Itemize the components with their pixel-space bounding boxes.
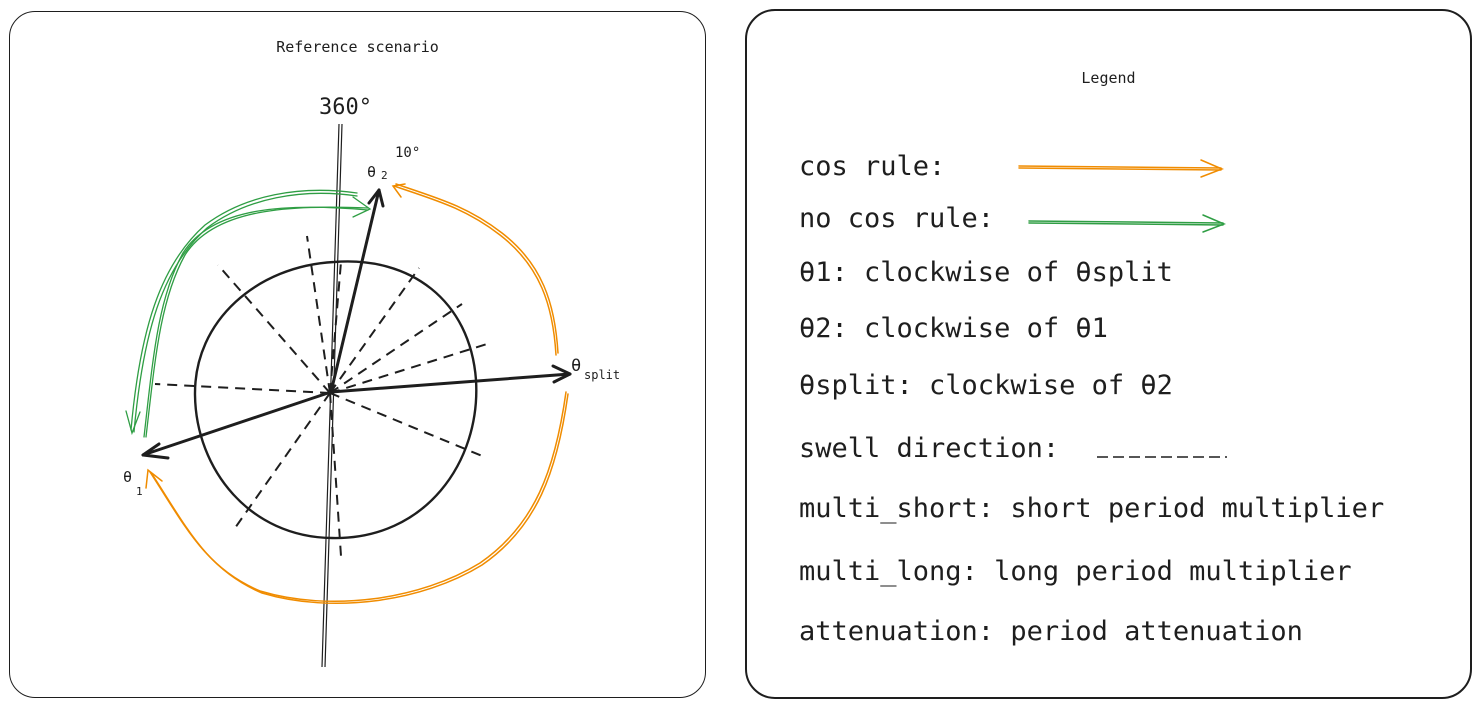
- orange-arrow-split-to-theta2: [391, 183, 559, 356]
- legend-panel: Legend cos rule: no cos rule: θ1: clockw…: [745, 9, 1472, 699]
- theta1-subscript: 1: [136, 485, 143, 498]
- reference-scenario-panel: Reference scenario: [9, 11, 706, 698]
- legend-item-swell-direction: swell direction:: [799, 433, 1060, 464]
- swell-line-sw: [234, 392, 331, 529]
- theta-split-subscript: split: [584, 368, 620, 382]
- compass-circle: [193, 260, 478, 540]
- swell-line-ene: [329, 343, 488, 394]
- swell-line-nnw: [306, 235, 331, 394]
- legend-item-multi-short: multi_short: short period multiplier: [799, 493, 1385, 524]
- swell-line-ese: [329, 392, 488, 459]
- legend-item-theta-split: θsplit: clockwise of θ2: [799, 370, 1173, 401]
- cos-rule-swatch: [1018, 159, 1224, 178]
- legend-item-theta2: θ2: clockwise of θ1: [799, 313, 1108, 344]
- swell-line-nne: [329, 267, 420, 394]
- reference-diagram: 360° 10° θ 2 θ split θ 1: [123, 95, 620, 668]
- theta-split-vector: [329, 364, 572, 394]
- theta1-symbol: θ: [123, 468, 132, 486]
- swell-line-w: [154, 383, 331, 394]
- theta2-vector: [329, 188, 385, 394]
- legend-item-no-cos-rule: no cos rule:: [799, 203, 995, 234]
- swell-direction-swatch: [1097, 456, 1227, 458]
- orange-arrow-split-to-theta1: [145, 391, 569, 605]
- no-cos-rule-swatch: [1028, 214, 1226, 233]
- reference-scenario-title: Reference scenario: [276, 38, 439, 56]
- legend-item-cos-rule: cos rule:: [799, 151, 946, 182]
- swell-line-ne: [329, 303, 463, 394]
- legend-title: Legend: [1081, 69, 1136, 87]
- green-arrow-theta2-to-theta1: [125, 189, 358, 436]
- north-label: 360°: [319, 95, 372, 120]
- swell-direction-lines: [154, 235, 488, 557]
- theta1-vector: [141, 390, 333, 460]
- green-arrow-theta1-to-theta2: [143, 196, 372, 438]
- swell-line-s: [329, 392, 342, 557]
- legend-item-multi-long: multi_long: long period multiplier: [799, 556, 1352, 587]
- theta-split-symbol: θ: [571, 356, 581, 376]
- swell-line-nw: [217, 264, 331, 394]
- theta2-symbol: θ: [367, 163, 376, 181]
- legend-item-attenuation: attenuation: period attenuation: [799, 616, 1303, 647]
- theta2-subscript: 2: [381, 169, 388, 182]
- legend-item-theta1: θ1: clockwise of θsplit: [799, 257, 1173, 288]
- theta2-angle-label: 10°: [395, 145, 420, 161]
- swell-line-n: [329, 261, 342, 394]
